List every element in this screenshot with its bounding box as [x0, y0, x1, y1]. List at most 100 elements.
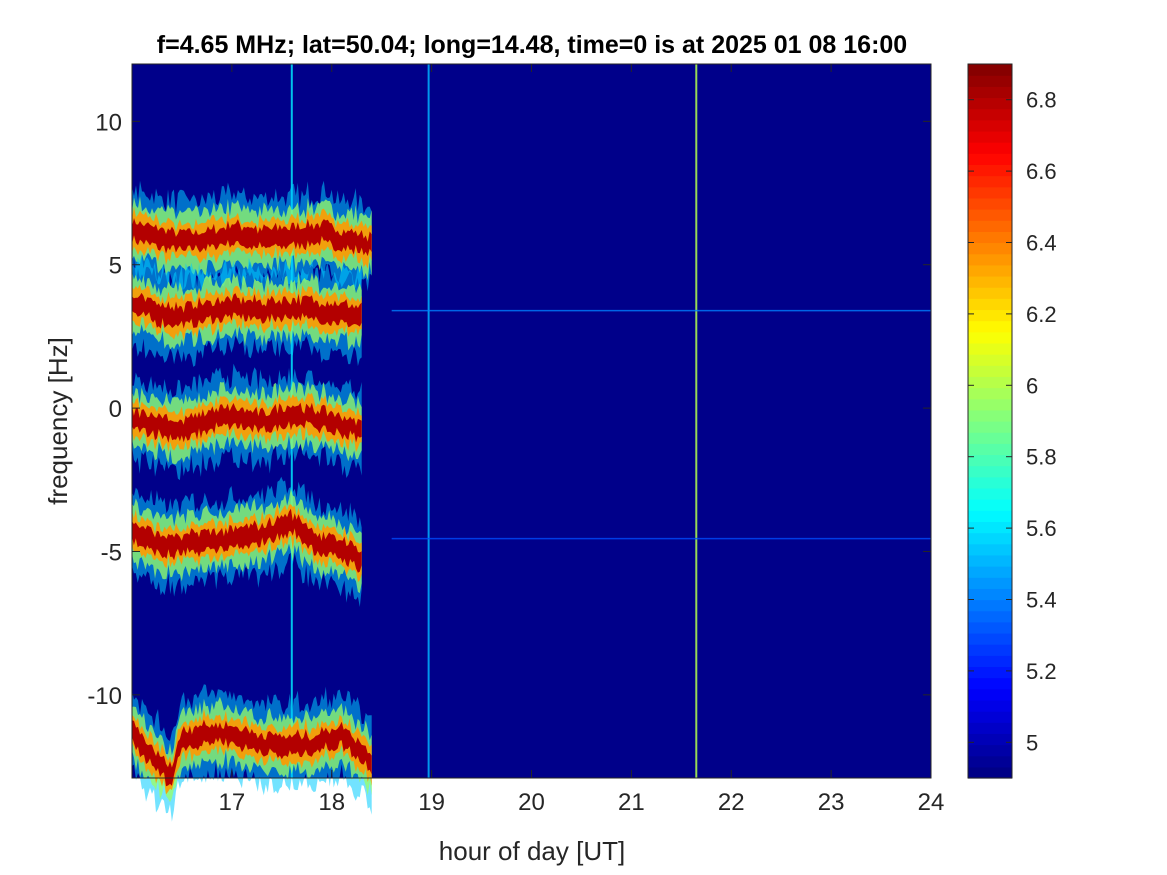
colorbar-cell — [968, 409, 1012, 422]
colorbar-cell — [968, 755, 1012, 768]
colorbar-cell — [968, 599, 1012, 612]
colorbar-cell — [968, 97, 1012, 110]
colorbar-cell — [968, 142, 1012, 154]
x-tick-label: 18 — [318, 789, 345, 816]
colorbar-cell — [968, 175, 1012, 188]
colorbar-tick-label: 5.2 — [1026, 659, 1057, 684]
y-tick-label: 10 — [95, 109, 122, 136]
heatmap-plot — [132, 64, 931, 822]
colorbar-cell — [968, 264, 1012, 277]
colorbar-cell — [968, 543, 1012, 556]
colorbar-cell — [968, 588, 1012, 601]
trace-4-band-3 — [132, 719, 372, 787]
x-tick-label: 24 — [918, 789, 945, 816]
colorbar-cell — [968, 119, 1012, 132]
colorbar-cell — [968, 153, 1012, 166]
colorbar-tick-label: 6.2 — [1026, 302, 1057, 327]
colorbar-cell — [968, 331, 1012, 344]
colorbar-cell — [968, 365, 1012, 377]
colorbar-cell — [968, 164, 1012, 177]
colorbar-cell — [968, 733, 1012, 746]
colorbar-cell — [968, 320, 1012, 333]
colorbar-cell — [968, 487, 1012, 500]
x-tick-label: 22 — [718, 789, 745, 816]
colorbar-cell — [968, 644, 1012, 656]
x-tick-label: 19 — [418, 789, 445, 816]
x-tick-label: 17 — [219, 789, 246, 816]
colorbar-cell — [968, 766, 1012, 779]
trace-3 — [132, 476, 362, 607]
colorbar-cell — [968, 476, 1012, 489]
trace-2 — [132, 363, 362, 481]
colorbar-cell — [968, 610, 1012, 623]
colorbar-cell — [968, 443, 1012, 456]
trace-1 — [132, 254, 362, 367]
colorbar-cell — [968, 376, 1012, 389]
colorbar-cell — [968, 454, 1012, 467]
colorbar-cell — [968, 566, 1012, 578]
colorbar-cell — [968, 699, 1012, 712]
colorbar-cell — [968, 432, 1012, 444]
colorbar-cell — [968, 711, 1012, 723]
colorbar-cell — [968, 655, 1012, 668]
colorbar-tick-label: 6.8 — [1026, 88, 1057, 113]
colorbar-cell — [968, 744, 1012, 757]
colorbar-tick-label: 5.4 — [1026, 588, 1057, 613]
y-tick-label: 0 — [109, 396, 122, 423]
colorbar-cell — [968, 688, 1012, 701]
colorbar-cell — [968, 532, 1012, 545]
colorbar-cell — [968, 287, 1012, 299]
colorbar-cell — [968, 510, 1012, 523]
x-tick-label: 23 — [818, 789, 845, 816]
colorbar-tick-label: 5.6 — [1026, 516, 1057, 541]
colorbar-cell — [968, 354, 1012, 366]
colorbar-cell — [968, 64, 1012, 76]
x-axis-label: hour of day [UT] — [439, 836, 625, 866]
colorbar-cell — [968, 209, 1012, 221]
colorbar-cell — [968, 197, 1012, 210]
x-tick-label: 20 — [518, 789, 545, 816]
colorbar-cell — [968, 86, 1012, 99]
x-axis: 17 18 19 20 21 22 23 24 — [219, 64, 945, 816]
colorbar-tick-label: 5.8 — [1026, 445, 1057, 470]
trace-3-band-3 — [132, 508, 362, 573]
colorbar-tick-label: 6 — [1026, 373, 1038, 398]
colorbar-cell — [968, 220, 1012, 232]
colorbar-cell — [968, 253, 1012, 266]
colorbar — [968, 64, 1012, 779]
colorbar-tick-label: 6.4 — [1026, 231, 1057, 256]
colorbar-cell — [968, 130, 1012, 143]
colorbar-frame — [967, 63, 1013, 779]
colorbar-cell — [968, 275, 1012, 288]
colorbar-cell — [968, 577, 1012, 589]
trace-1-band-3 — [132, 292, 362, 329]
colorbar-cell — [968, 298, 1012, 311]
trace-4 — [132, 684, 372, 822]
y-axis-label: frequency [Hz] — [43, 337, 73, 505]
colorbar-cell — [968, 309, 1012, 322]
chart-title: f=4.65 MHz; lat=50.04; long=14.48, time=… — [157, 31, 907, 59]
y-tick-label: -10 — [87, 683, 122, 710]
colorbar-cell — [968, 421, 1012, 433]
trace-4-band-2 — [132, 708, 372, 795]
x-tick-label: 21 — [618, 789, 645, 816]
colorbar-ticks: 6.8 6.6 6.4 6.2 6 5.8 5.6 5.4 5.2 5 — [968, 88, 1057, 755]
colorbar-tick-label: 6.6 — [1026, 159, 1057, 184]
colorbar-cell — [968, 632, 1012, 645]
colorbar-cell — [968, 108, 1012, 121]
colorbar-cell — [968, 231, 1012, 244]
colorbar-cell — [968, 387, 1012, 400]
colorbar-cell — [968, 342, 1012, 355]
colorbar-cell — [968, 521, 1012, 534]
colorbar-cell — [968, 722, 1012, 734]
colorbar-tick-label: 5 — [1026, 730, 1038, 755]
colorbar-cell — [968, 75, 1012, 87]
y-tick-label: -5 — [101, 539, 122, 566]
trace-0-band-3 — [132, 218, 372, 257]
y-axis: 10 5 0 -5 -10 — [87, 109, 931, 710]
colorbar-cell — [968, 621, 1012, 634]
colorbar-cell — [968, 666, 1012, 679]
colorbar-cell — [968, 465, 1012, 478]
colorbar-cell — [968, 554, 1012, 567]
